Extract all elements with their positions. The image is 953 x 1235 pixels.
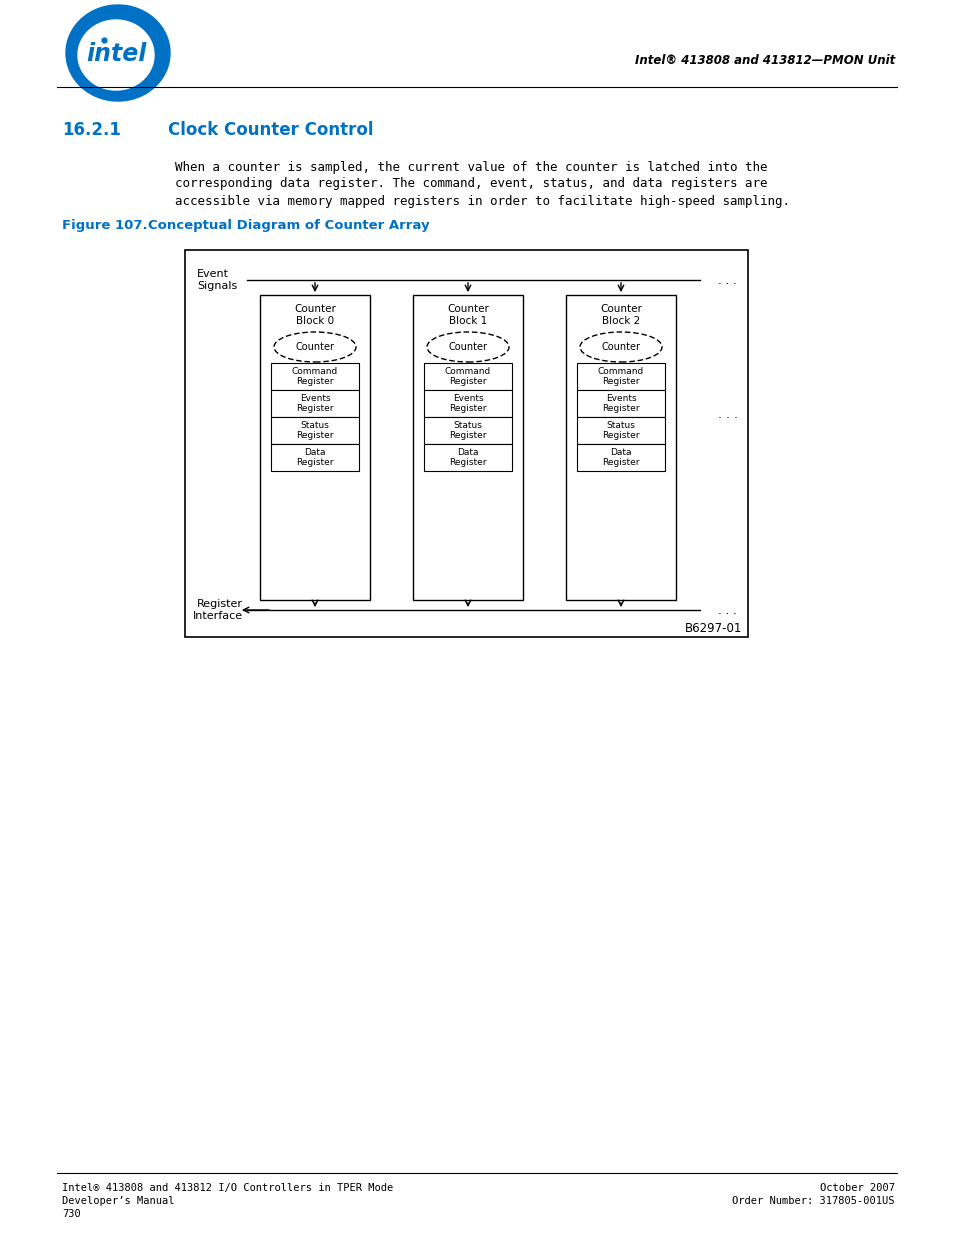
- Text: Event
Signals: Event Signals: [196, 269, 237, 290]
- Text: Register: Register: [601, 431, 639, 440]
- Bar: [413, 295, 522, 600]
- Text: Register: Register: [449, 377, 486, 387]
- Ellipse shape: [579, 332, 661, 362]
- Text: Figure 107.: Figure 107.: [62, 219, 148, 231]
- Text: Register: Register: [449, 404, 486, 412]
- Bar: [577, 390, 664, 417]
- Text: Command: Command: [292, 367, 337, 375]
- Bar: [423, 363, 512, 390]
- Polygon shape: [78, 20, 153, 90]
- Bar: [260, 295, 370, 600]
- Text: . . .: . . .: [718, 273, 736, 287]
- Bar: [271, 363, 358, 390]
- Text: Register: Register: [296, 404, 334, 412]
- Text: Register: Register: [601, 377, 639, 387]
- Text: When a counter is sampled, the current value of the counter is latched into the: When a counter is sampled, the current v…: [174, 161, 767, 173]
- Text: Status: Status: [606, 421, 635, 430]
- Text: October 2007: October 2007: [820, 1183, 894, 1193]
- Text: intel: intel: [86, 42, 146, 65]
- Text: Register: Register: [296, 377, 334, 387]
- Text: 730: 730: [62, 1209, 81, 1219]
- Text: Events: Events: [299, 394, 330, 403]
- Text: Register: Register: [601, 458, 639, 467]
- Text: Data: Data: [304, 448, 325, 457]
- Text: B6297-01: B6297-01: [684, 621, 741, 635]
- Text: Register
Interface: Register Interface: [193, 599, 243, 621]
- Bar: [271, 390, 358, 417]
- Text: Data: Data: [456, 448, 478, 457]
- Text: Register: Register: [296, 458, 334, 467]
- Text: . . .: . . .: [718, 409, 738, 421]
- Text: Status: Status: [453, 421, 482, 430]
- Text: Counter: Counter: [295, 342, 335, 352]
- Text: Counter
Block 2: Counter Block 2: [599, 304, 641, 326]
- Ellipse shape: [427, 332, 509, 362]
- Bar: [577, 363, 664, 390]
- Text: Developer’s Manual: Developer’s Manual: [62, 1195, 174, 1207]
- Bar: [577, 417, 664, 445]
- Bar: [423, 417, 512, 445]
- Text: Counter
Block 0: Counter Block 0: [294, 304, 335, 326]
- Bar: [565, 295, 676, 600]
- Text: Command: Command: [444, 367, 491, 375]
- Text: Counter
Block 1: Counter Block 1: [447, 304, 489, 326]
- Text: Events: Events: [605, 394, 636, 403]
- Text: Command: Command: [598, 367, 643, 375]
- Text: Status: Status: [300, 421, 329, 430]
- Text: corresponding data register. The command, event, status, and data registers are: corresponding data register. The command…: [174, 178, 767, 190]
- Text: Events: Events: [453, 394, 483, 403]
- Text: Register: Register: [449, 458, 486, 467]
- Text: Clock Counter Control: Clock Counter Control: [168, 121, 374, 140]
- Text: Intel® 413808 and 413812 I/O Controllers in TPER Mode: Intel® 413808 and 413812 I/O Controllers…: [62, 1183, 393, 1193]
- Bar: [271, 445, 358, 471]
- Ellipse shape: [274, 332, 355, 362]
- Text: . . .: . . .: [718, 604, 736, 616]
- Bar: [185, 249, 747, 637]
- Text: accessible via memory mapped registers in order to facilitate high-speed samplin: accessible via memory mapped registers i…: [174, 194, 789, 207]
- Text: 16.2.1: 16.2.1: [62, 121, 121, 140]
- Text: Register: Register: [449, 431, 486, 440]
- Bar: [423, 445, 512, 471]
- Text: Counter: Counter: [448, 342, 487, 352]
- Text: Register: Register: [601, 404, 639, 412]
- Bar: [423, 390, 512, 417]
- Text: Register: Register: [296, 431, 334, 440]
- Text: Counter: Counter: [601, 342, 639, 352]
- Text: Conceptual Diagram of Counter Array: Conceptual Diagram of Counter Array: [148, 219, 429, 231]
- Bar: [577, 445, 664, 471]
- Text: Order Number: 317805-001US: Order Number: 317805-001US: [732, 1195, 894, 1207]
- Bar: [271, 417, 358, 445]
- Polygon shape: [66, 5, 170, 101]
- Text: Intel® 413808 and 413812—PMON Unit: Intel® 413808 and 413812—PMON Unit: [634, 53, 894, 67]
- Text: Data: Data: [610, 448, 631, 457]
